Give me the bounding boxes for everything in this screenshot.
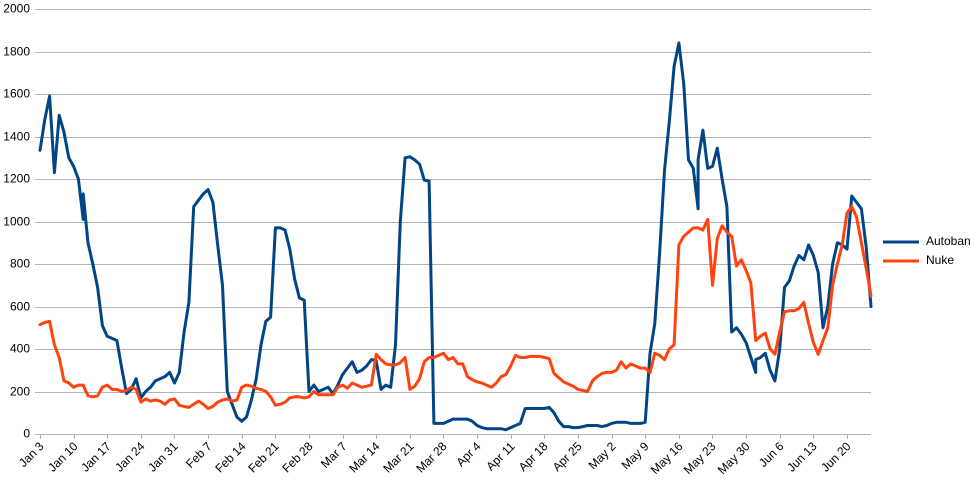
- y-tick-label: 1400: [3, 130, 30, 144]
- x-tick-label: Jan 31: [145, 439, 181, 475]
- x-tick-label: Mar 28: [413, 439, 450, 476]
- x-tick-label: May 16: [648, 439, 686, 477]
- y-tick-label: 1800: [3, 45, 30, 59]
- x-tick-label: Mar 21: [380, 439, 417, 476]
- y-tick-label: 1600: [3, 87, 30, 101]
- x-tick-label: Feb 28: [279, 439, 316, 476]
- x-tick-label: Jan 17: [78, 439, 114, 475]
- series-lines: [38, 41, 873, 432]
- legend-label-nuke: Nuke: [926, 253, 954, 267]
- y-tick-labels: 0 200 400 600 800 1000 1200 1400 1600 1800 2000: [3, 2, 30, 441]
- x-tick-label: Apr 11: [483, 439, 518, 474]
- gridlines: [35, 9, 871, 439]
- x-tick-label: Jun 6: [756, 439, 787, 470]
- x-tick-label: Apr 18: [516, 439, 551, 474]
- y-tick-label: 0: [23, 427, 30, 441]
- x-tick-label: Mar 14: [346, 439, 383, 476]
- x-tick-label: Jun 20: [818, 439, 854, 475]
- x-tick-label: May 23: [681, 439, 719, 477]
- legend: Autoban Nuke: [883, 234, 971, 267]
- x-tick-label: Apr 4: [453, 439, 483, 469]
- y-tick-label: 2000: [3, 2, 30, 16]
- x-tick-label: Apr 25: [550, 439, 585, 474]
- legend-label-autoban: Autoban: [926, 234, 971, 248]
- x-tick-label: Jan 10: [45, 439, 81, 475]
- x-tick-label: Jan 24: [112, 439, 148, 475]
- x-tick-label: Feb 21: [245, 439, 282, 476]
- y-tick-label: 800: [10, 257, 30, 271]
- x-tick-label: May 30: [715, 439, 753, 477]
- x-tick-label: Jan 3: [16, 439, 47, 470]
- y-tick-label: 1000: [3, 215, 30, 229]
- x-tick-label: May 2: [586, 439, 619, 472]
- y-tick-label: 600: [10, 300, 30, 314]
- y-tick-label: 1200: [3, 172, 30, 186]
- y-tick-label: 200: [10, 385, 30, 399]
- series-line-autoban: [38, 41, 873, 432]
- series-line-nuke: [38, 205, 873, 410]
- y-tick-label: 400: [10, 342, 30, 356]
- x-tick-label: Feb 14: [212, 439, 249, 476]
- x-tick-label: Mar 7: [318, 439, 350, 471]
- x-tick-label: Feb 7: [183, 439, 215, 471]
- x-tick-label: Jun 13: [784, 439, 820, 475]
